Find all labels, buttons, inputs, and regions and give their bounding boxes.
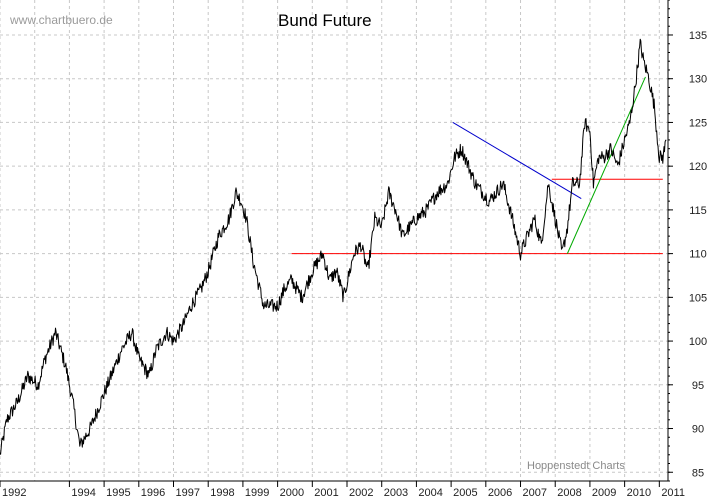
x-tick-label: 2011: [661, 487, 685, 499]
x-tick-label: 2005: [453, 487, 477, 499]
x-tick-label: 1996: [141, 487, 165, 499]
x-tick-label: 2002: [349, 487, 373, 499]
chart-title: Bund Future: [278, 11, 372, 30]
x-tick-label: 1994: [71, 487, 95, 499]
x-tick-label: 1992: [2, 487, 26, 499]
source-label: Hoppenstedt Charts: [527, 460, 625, 472]
series-layer: [0, 38, 667, 455]
watermark: www.chartbuero.de: [9, 13, 113, 27]
x-tick-label: 2010: [627, 487, 651, 499]
y-tick-label: 105: [689, 292, 707, 304]
grid-layer: [0, 0, 668, 481]
x-tick-label: 2001: [314, 487, 338, 499]
x-tick-label: 2009: [592, 487, 616, 499]
y-tick-label: 125: [689, 117, 707, 129]
x-tick-label: 2007: [523, 487, 547, 499]
x-tick-label: 1999: [245, 487, 269, 499]
x-axis-ticks: 1992 1994 1995 1996 1997 1998 1999 2000 2001 2002…: [0, 481, 685, 499]
x-tick-label: 2000: [280, 487, 304, 499]
x-tick-label: 2003: [384, 487, 408, 499]
x-tick-label: 1995: [106, 487, 130, 499]
x-tick-label: 2008: [557, 487, 581, 499]
x-tick-label: 1997: [176, 487, 200, 499]
y-tick-label: 120: [689, 161, 707, 173]
y-tick-label: 85: [692, 467, 704, 479]
y-tick-label: 130: [689, 74, 707, 86]
y-tick-label: 135: [689, 30, 707, 42]
x-tick-label: 2004: [418, 487, 442, 499]
y-tick-label: 95: [692, 380, 704, 392]
y-tick-label: 90: [692, 424, 704, 436]
y-tick-label: 100: [689, 336, 707, 348]
y-axis-ticks: 85 90 95 100 105 110 115 120 125 130 135: [668, 0, 707, 482]
x-tick-label: 2006: [488, 487, 512, 499]
price-series-line: [0, 38, 667, 455]
x-tick-label: 1998: [210, 487, 234, 499]
y-tick-label: 115: [689, 205, 707, 217]
trend-line: [452, 122, 582, 199]
y-tick-label: 110: [689, 249, 707, 261]
